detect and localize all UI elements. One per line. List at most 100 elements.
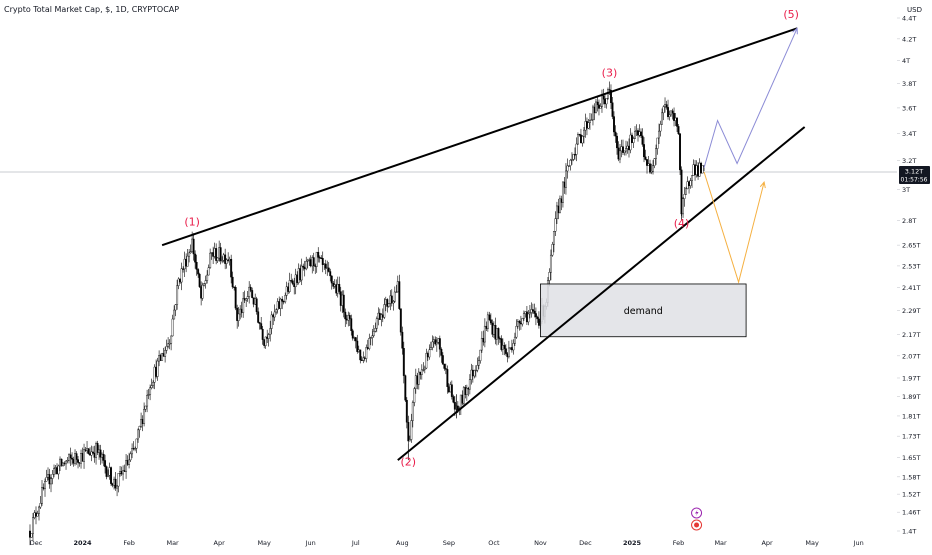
candle-down [452,396,455,403]
candle-up [164,350,167,357]
candle-down [261,328,264,340]
candle-down [613,116,615,133]
candle-up [174,304,177,311]
x-tick-label: Oct [488,539,500,547]
candle-up [664,104,666,108]
candle-up [189,251,192,254]
candle-up [54,467,57,469]
candle-down [240,308,243,313]
candle-down [332,282,335,287]
candle-down [84,449,87,451]
candle-down [504,348,507,354]
y-tick-label: 3.6T [902,104,916,112]
x-tick-label: May [805,539,819,547]
candle-up [153,366,156,383]
candle-down [697,165,700,177]
candle-up [68,454,70,461]
candle-down [494,325,497,340]
candle-down [386,299,389,307]
candle-down [456,405,459,410]
candle-up [95,443,98,458]
candle-down [563,181,566,188]
candle-down [616,135,618,149]
candle-down [123,470,126,472]
candle-up [371,335,374,338]
candle-up [207,267,210,276]
candle-up [51,474,54,479]
candle-down [224,254,227,264]
candle-down [402,348,405,376]
candle-up [417,371,420,385]
candle-up [552,231,555,245]
candle-down [649,163,651,173]
candle-up [213,248,216,257]
candle-down [461,394,464,404]
candle-down [132,448,135,450]
candle-up [674,117,677,121]
candle-down [700,162,703,174]
y-tick-label: 1.73T [902,433,920,441]
candle-down [272,314,275,318]
candle-up [374,328,377,332]
candle-up [513,336,516,344]
candle-up [420,369,423,375]
candle-up [701,165,704,174]
y-tick-label: 1.97T [902,374,920,382]
candle-down [99,449,102,458]
candle-up [431,341,434,348]
candle-down [200,286,203,299]
candle-down [641,135,644,145]
candle-up [57,465,60,475]
candle-up [150,385,153,388]
candle-down [339,291,342,306]
candle-down [506,353,509,358]
candle-up [66,459,69,462]
candle-up [122,470,125,475]
candle-down [258,322,261,324]
candle-down [401,331,404,349]
candle-up [306,260,309,262]
candle-up [659,124,662,132]
candle-down [342,294,345,313]
candle-up [65,460,67,465]
projection-arrowhead [759,181,766,189]
y-tick-label: 1.4T [902,528,916,536]
candle-up [592,106,594,121]
candle-down [398,281,401,309]
candle-up [44,481,46,490]
candle-up [53,468,55,475]
candle-up [149,387,152,395]
candle-down [69,454,72,459]
candle-up [201,284,204,299]
x-tick-label: Jun [853,539,864,547]
y-tick-label: 2.41T [902,284,920,292]
candle-down [593,106,596,113]
candle-down [302,265,305,268]
candle-down [278,301,281,309]
candle-up [512,343,515,351]
candle-down [646,159,648,166]
candle-down [673,113,675,121]
x-tick-label: Nov [534,539,547,547]
candle-up [414,375,417,389]
y-tick-label: 3.2T [902,157,916,165]
y-axis: 4.4T 4.2T 4T 3.8T 3.6T 3.4T 3.2T 3T 2.8T 2.65T 2.5… [897,15,920,536]
candle-up [242,298,245,313]
candle-up [206,274,209,281]
x-tick-label: Apr [214,539,226,547]
candle-down [141,418,144,424]
candle-up [620,146,623,152]
candle-up [137,429,140,440]
candle-up [473,370,476,377]
candle-down [287,286,290,292]
candle-down [198,273,201,287]
candle-up [670,110,672,116]
candle-down [598,104,600,109]
candle-down [330,275,333,284]
x-axis: Dec 2024 Feb Mar Apr May Jun Jul Aug Sep Oct Nov Dec… [30,539,864,547]
candle-up [254,298,257,305]
candle-down [447,386,450,393]
candle-up [515,325,518,338]
